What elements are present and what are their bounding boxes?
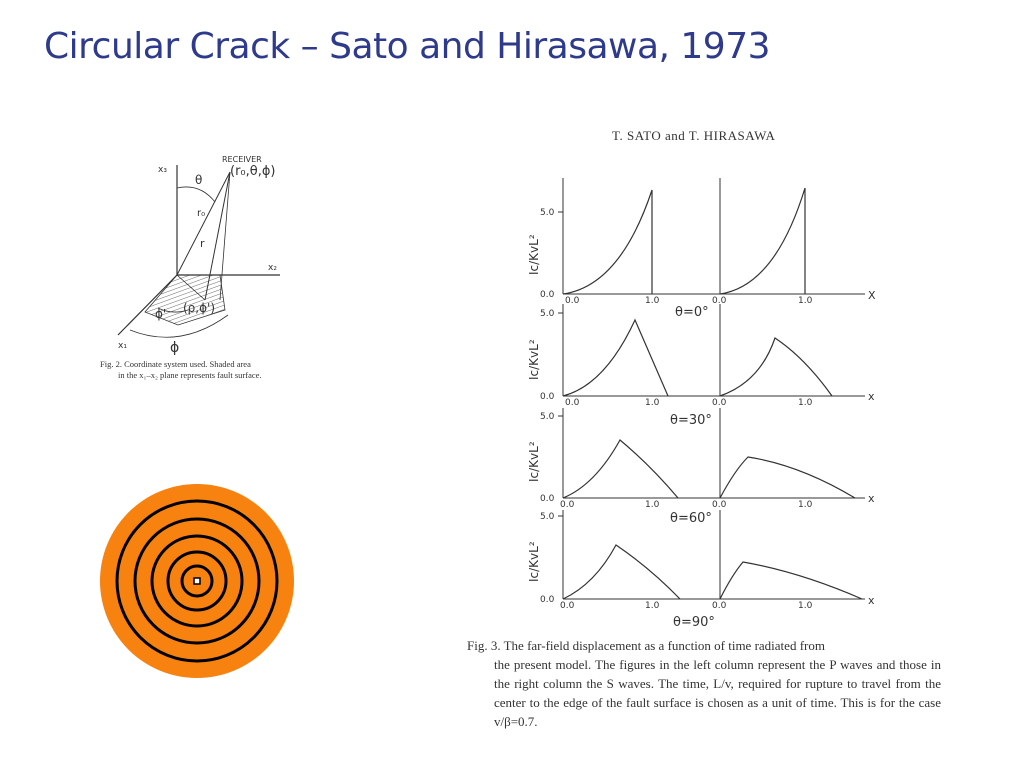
y-tick-top: 5.0 [540, 412, 555, 422]
x-tick-one: 1.0 [798, 500, 813, 510]
crack-ring-2 [133, 517, 261, 645]
panel-theta-60: 5.0 0.0 0.0 1.0 0.0 1.0 x θ=60° Ic/KvL² [527, 408, 875, 526]
p-wave-curve [562, 544, 681, 600]
r-ray [204, 171, 231, 301]
x-axis-label: X [868, 289, 876, 302]
r-label: r [200, 237, 205, 250]
x-tick-one: 1.0 [645, 296, 660, 306]
slide-title: Circular Crack – Sato and Hirasawa, 1973 [44, 26, 771, 67]
source-coords: (ρ,ϕ') [183, 301, 215, 315]
x-tick-zero: 0.0 [712, 500, 727, 510]
x-axis-label: x [868, 594, 875, 607]
crack-ring-3 [150, 534, 244, 628]
fig3-caption-line1: Fig. 3. The far-field displacement as a … [467, 638, 825, 653]
crack-ring-5 [180, 564, 214, 598]
fault-surface [144, 274, 226, 326]
y-axis-label: Ic/KvL² [527, 541, 541, 582]
x-tick-one: 1.0 [645, 398, 660, 408]
p-wave-curve [562, 439, 679, 499]
s-wave-curve [719, 561, 863, 600]
x-tick-zero: 0.0 [712, 296, 727, 306]
panel-label: θ=30° [670, 413, 712, 428]
fig2-caption-line1: Fig. 2. Coordinate system used. Shaded a… [100, 359, 251, 369]
crack-nucleation-point [193, 577, 201, 585]
s-wave-curve [719, 456, 856, 499]
x-tick-one: 1.0 [645, 601, 660, 611]
panel-theta-0: 5.0 0.0 0.0 1.0 0.0 1.0 X θ=0° Ic/KvL² [527, 178, 876, 320]
x-tick-zero: 0.0 [560, 500, 575, 510]
receiver-label: RECEIVER [222, 155, 262, 164]
y-axis-label: Ic/KvL² [527, 234, 541, 275]
fig3-caption-body: the present model. The figures in the le… [494, 657, 941, 729]
s-wave-curve [719, 187, 806, 295]
x-tick-zero: 0.0 [565, 296, 580, 306]
x-tick-one: 1.0 [645, 500, 660, 510]
panel-label: θ=60° [670, 511, 712, 526]
y-tick-zero: 0.0 [540, 494, 555, 504]
paper-header: T. SATO and T. HIRASAWA [612, 128, 776, 143]
phi-prime-label: ϕ' [155, 307, 166, 321]
fig2-caption: Fig. 2. Coordinate system used. Shaded a… [100, 359, 300, 381]
panel-theta-30: 5.0 0.0 0.0 1.0 0.0 1.0 x θ=30° Ic/KvL² [527, 304, 875, 428]
x-axis-label: x [868, 492, 875, 505]
x-axis-label: x [868, 390, 875, 403]
panel-theta-90: 5.0 0.0 0.0 1.0 0.0 1.0 x θ=90° Ic/KvL² [527, 510, 875, 630]
y-axis-label: Ic/KvL² [527, 339, 541, 380]
axis-x1-label: x₁ [118, 341, 127, 351]
y-tick-zero: 0.0 [540, 595, 555, 605]
p-wave-curve [562, 318, 669, 397]
y-tick-top: 5.0 [540, 309, 555, 319]
p-wave-curve [562, 189, 653, 295]
y-tick-zero: 0.0 [540, 290, 555, 300]
x-tick-zero: 0.0 [560, 601, 575, 611]
x1-axis [117, 274, 178, 336]
s-wave-curve [719, 337, 833, 397]
far-field-displacement-figure: 5.0 0.0 0.0 1.0 0.0 1.0 X θ=0° Ic/KvL² 5… [527, 178, 876, 630]
crack-ring-4 [166, 550, 228, 612]
y-tick-top: 5.0 [540, 512, 555, 522]
axis-x2-label: x₂ [268, 263, 277, 273]
coordinate-system-figure: x₃ x₂ x₁ RECEIVER (r₀,θ,ϕ) θ r₀ r ϕ' (ρ,… [117, 155, 280, 356]
theta-label: θ [195, 173, 202, 187]
circular-crack-diagram [100, 484, 294, 678]
x-tick-zero: 0.0 [712, 601, 727, 611]
x-tick-zero: 0.0 [565, 398, 580, 408]
panel-label: θ=0° [675, 305, 709, 320]
r0-label: r₀ [197, 208, 205, 219]
x-tick-one: 1.0 [798, 296, 813, 306]
axis-x3-label: x₃ [158, 165, 167, 175]
y-axis-label: Ic/KvL² [527, 441, 541, 482]
fig2-caption-line2: in the x₁–x₂ plane represents fault surf… [118, 370, 262, 380]
y-tick-top: 5.0 [540, 208, 555, 218]
x-tick-zero: 0.0 [712, 398, 727, 408]
x-tick-one: 1.0 [798, 601, 813, 611]
phi-label: ϕ [170, 340, 179, 356]
r0-ray [176, 171, 231, 276]
y-tick-zero: 0.0 [540, 392, 555, 402]
x-tick-one: 1.0 [798, 398, 813, 408]
panel-label: θ=90° [673, 615, 715, 630]
receiver-coords: (r₀,θ,ϕ) [230, 164, 276, 179]
crack-ring-1 [115, 499, 279, 663]
fig3-caption: Fig. 3. The far-field displacement as a … [467, 636, 941, 731]
